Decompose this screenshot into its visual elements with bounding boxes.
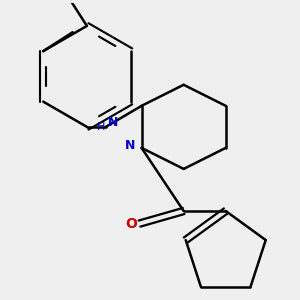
Text: O: O <box>125 217 137 231</box>
Text: N: N <box>108 116 119 129</box>
Text: N: N <box>125 139 135 152</box>
Text: H: H <box>96 122 105 132</box>
